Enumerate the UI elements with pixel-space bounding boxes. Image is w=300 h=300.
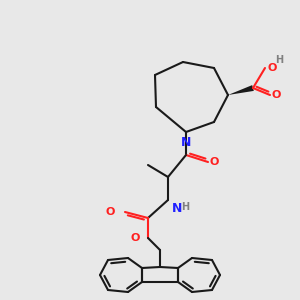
Text: N: N [172, 202, 182, 215]
Text: H: H [181, 202, 189, 212]
Text: O: O [106, 207, 115, 217]
Text: O: O [267, 63, 276, 73]
Polygon shape [228, 85, 254, 95]
Text: N: N [181, 136, 191, 149]
Text: O: O [272, 90, 281, 100]
Text: H: H [275, 55, 283, 65]
Text: O: O [210, 157, 219, 167]
Text: O: O [130, 233, 140, 243]
